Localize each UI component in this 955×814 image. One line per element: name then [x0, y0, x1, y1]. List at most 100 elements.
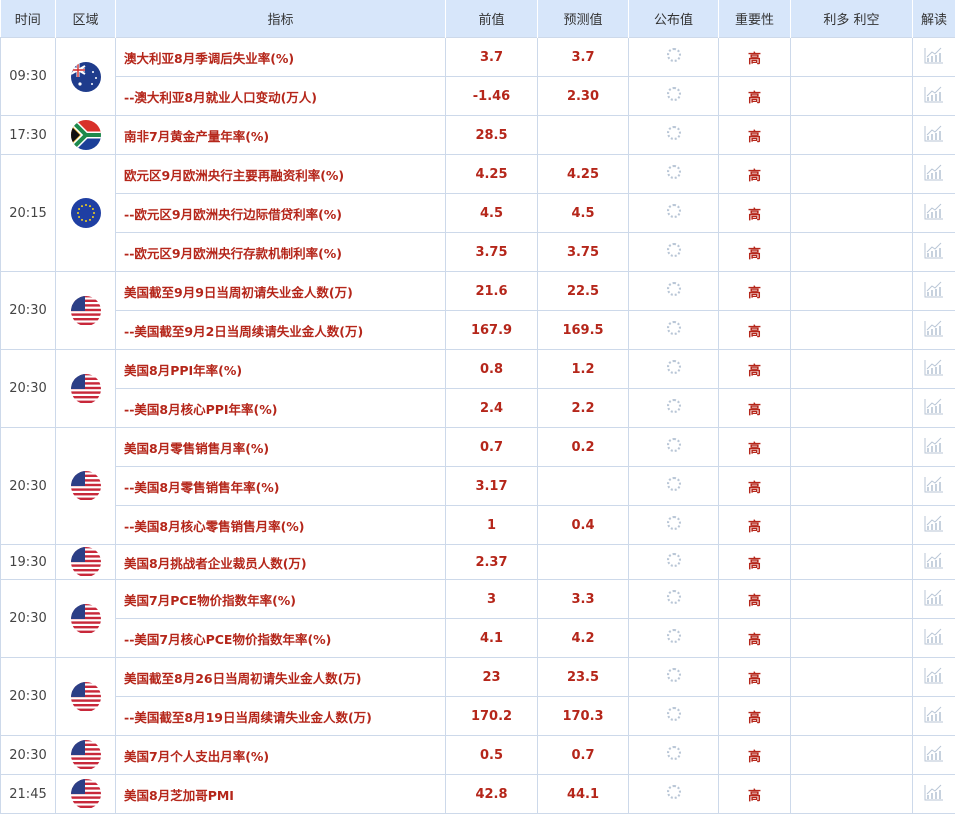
indicator-link[interactable]: --美国7月核心PCE物价指数年率(%)	[116, 619, 446, 658]
analysis-button[interactable]	[913, 233, 955, 272]
analysis-button[interactable]	[913, 736, 955, 775]
analysis-button[interactable]	[913, 619, 955, 658]
previous-value: 21.6	[446, 272, 538, 311]
impact-cell	[791, 116, 913, 155]
analysis-button[interactable]	[913, 467, 955, 506]
chart-analysis-icon[interactable]	[924, 588, 944, 610]
chart-analysis-icon[interactable]	[924, 163, 944, 185]
chart-analysis-icon[interactable]	[924, 783, 944, 805]
indicator-link[interactable]: 美国8月零售销售月率(%)	[116, 428, 446, 467]
analysis-button[interactable]	[913, 194, 955, 233]
indicator-link[interactable]: --澳大利亚8月就业人口变动(万人)	[116, 77, 446, 116]
indicator-link[interactable]: --欧元区9月欧洲央行存款机制利率(%)	[116, 233, 446, 272]
actual-value	[629, 467, 719, 506]
analysis-button[interactable]	[913, 545, 955, 580]
importance-value: 高	[719, 194, 791, 233]
impact-cell	[791, 77, 913, 116]
importance-value: 高	[719, 428, 791, 467]
analysis-button[interactable]	[913, 697, 955, 736]
analysis-button[interactable]	[913, 350, 955, 389]
indicator-link[interactable]: 欧元区9月欧洲央行主要再融资利率(%)	[116, 155, 446, 194]
chart-analysis-icon[interactable]	[924, 124, 944, 146]
chart-analysis-icon[interactable]	[924, 627, 944, 649]
indicator-link[interactable]: --美国截至9月2日当周续请失业金人数(万)	[116, 311, 446, 350]
indicator-link[interactable]: 美国8月挑战者企业裁员人数(万)	[116, 545, 446, 580]
analysis-button[interactable]	[913, 580, 955, 619]
chart-analysis-icon[interactable]	[924, 85, 944, 107]
chart-analysis-icon[interactable]	[924, 705, 944, 727]
loading-spinner-icon	[667, 668, 681, 682]
loading-spinner-icon	[667, 48, 681, 62]
previous-value: 167.9	[446, 311, 538, 350]
analysis-button[interactable]	[913, 272, 955, 311]
actual-value	[629, 775, 719, 814]
indicator-link[interactable]: --美国8月核心零售销售月率(%)	[116, 506, 446, 545]
analysis-button[interactable]	[913, 389, 955, 428]
loading-spinner-icon	[667, 243, 681, 257]
actual-value	[629, 506, 719, 545]
south-africa-flag-icon	[71, 120, 101, 150]
usa-flag-icon	[71, 604, 101, 634]
analysis-button[interactable]	[913, 658, 955, 697]
impact-cell	[791, 272, 913, 311]
chart-analysis-icon[interactable]	[924, 280, 944, 302]
indicator-link[interactable]: 南非7月黄金产量年率(%)	[116, 116, 446, 155]
chart-analysis-icon[interactable]	[924, 475, 944, 497]
analysis-button[interactable]	[913, 116, 955, 155]
chart-analysis-icon[interactable]	[924, 202, 944, 224]
chart-analysis-icon[interactable]	[924, 551, 944, 573]
impact-cell	[791, 619, 913, 658]
indicator-link[interactable]: --欧元区9月欧洲央行边际借贷利率(%)	[116, 194, 446, 233]
indicator-link[interactable]: 美国截至8月26日当周初请失业金人数(万)	[116, 658, 446, 697]
importance-value: 高	[719, 736, 791, 775]
indicator-link[interactable]: --美国8月零售销售年率(%)	[116, 467, 446, 506]
chart-analysis-icon[interactable]	[924, 436, 944, 458]
indicator-link[interactable]: 美国7月PCE物价指数年率(%)	[116, 580, 446, 619]
chart-analysis-icon[interactable]	[924, 241, 944, 263]
indicator-link[interactable]: 美国7月个人支出月率(%)	[116, 736, 446, 775]
header-indicator: 指标	[116, 0, 446, 38]
indicator-link[interactable]: 澳大利亚8月季调后失业率(%)	[116, 38, 446, 77]
indicator-link[interactable]: --美国8月核心PPI年率(%)	[116, 389, 446, 428]
chart-analysis-icon[interactable]	[924, 744, 944, 766]
chart-analysis-icon[interactable]	[924, 358, 944, 380]
indicator-link[interactable]: --美国截至8月19日当周续请失业金人数(万)	[116, 697, 446, 736]
forecast-value: 0.4	[538, 506, 629, 545]
impact-cell	[791, 545, 913, 580]
chart-analysis-icon[interactable]	[924, 397, 944, 419]
analysis-button[interactable]	[913, 428, 955, 467]
region-cell	[56, 775, 116, 814]
forecast-value: 44.1	[538, 775, 629, 814]
analysis-button[interactable]	[913, 77, 955, 116]
indicator-link[interactable]: 美国8月PPI年率(%)	[116, 350, 446, 389]
analysis-button[interactable]	[913, 775, 955, 814]
chart-analysis-icon[interactable]	[924, 514, 944, 536]
previous-value: 2.37	[446, 545, 538, 580]
region-cell	[56, 350, 116, 428]
previous-value: 4.25	[446, 155, 538, 194]
chart-analysis-icon[interactable]	[924, 666, 944, 688]
analysis-button[interactable]	[913, 155, 955, 194]
chart-analysis-icon[interactable]	[924, 46, 944, 68]
indicator-link[interactable]: 美国截至9月9日当周初请失业金人数(万)	[116, 272, 446, 311]
region-cell	[56, 38, 116, 116]
importance-value: 高	[719, 545, 791, 580]
analysis-button[interactable]	[913, 506, 955, 545]
analysis-button[interactable]	[913, 311, 955, 350]
indicator-link[interactable]: 美国8月芝加哥PMI	[116, 775, 446, 814]
previous-value: -1.46	[446, 77, 538, 116]
analysis-button[interactable]	[913, 38, 955, 77]
chart-analysis-icon[interactable]	[924, 319, 944, 341]
loading-spinner-icon	[667, 399, 681, 413]
actual-value	[629, 272, 719, 311]
importance-value: 高	[719, 77, 791, 116]
